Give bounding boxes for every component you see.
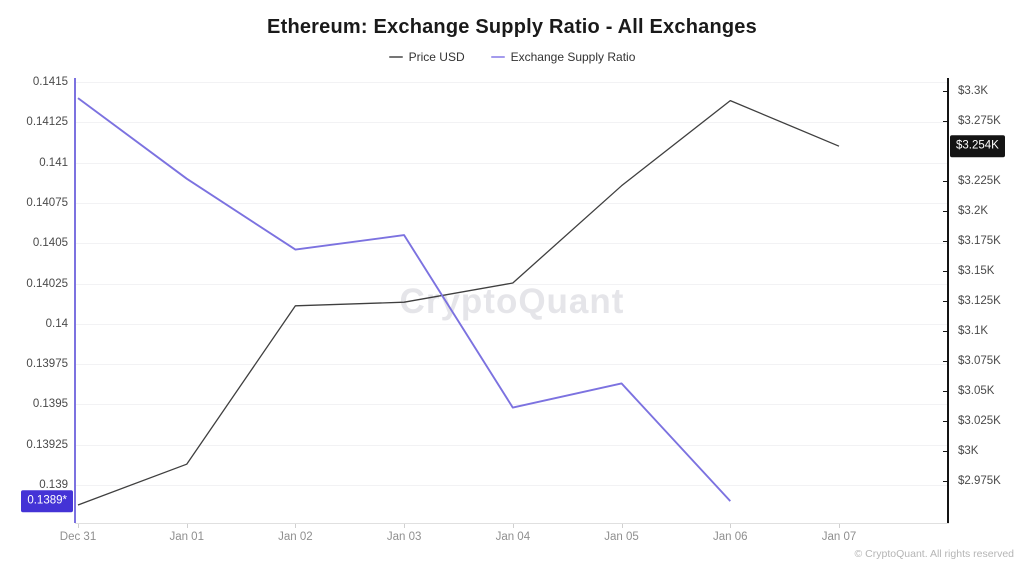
right-axis-tick <box>943 361 947 362</box>
x-axis-tick <box>295 523 297 528</box>
left-axis-tick-label: 0.1415 <box>32 76 68 88</box>
price-latest-value-badge: $3.254K <box>950 135 1005 157</box>
right-axis-tick <box>943 271 947 272</box>
right-axis-tick <box>943 121 947 122</box>
x-axis-tick-label: Jan 05 <box>604 531 639 543</box>
x-axis-line <box>75 523 949 524</box>
legend-item-ratio[interactable]: Exchange Supply Ratio <box>490 50 636 64</box>
x-axis-tick-label: Jan 06 <box>712 531 748 543</box>
gridline <box>76 243 947 245</box>
x-axis-tick <box>78 523 79 528</box>
left-axis-tick-label: 0.141 <box>39 156 68 169</box>
left-axis-tick-label: 0.139 <box>39 479 68 491</box>
left-axis-tick-label: 0.14125 <box>26 116 68 129</box>
left-axis-tick-label: 0.14025 <box>26 277 68 290</box>
x-axis-tick <box>512 523 514 528</box>
right-axis-tick <box>943 301 947 302</box>
gridline <box>76 364 947 366</box>
x-axis-tick-label: Dec 31 <box>59 531 97 543</box>
right-axis-tick <box>943 391 947 392</box>
ratio-latest-value-badge: 0.1389* <box>21 490 73 512</box>
right-axis-tick-label: $3.1K <box>958 325 989 337</box>
right-axis-tick-label: $3.075K <box>958 355 1001 367</box>
right-axis-tick-label: $3.15K <box>958 265 995 277</box>
right-axis-tick-label: $3.05K <box>958 385 995 397</box>
gridline <box>76 122 947 124</box>
right-axis-tick <box>943 181 947 182</box>
right-axis-tick <box>943 211 947 212</box>
right-axis-tick <box>943 241 947 242</box>
x-axis-tick-label: Jan 01 <box>169 531 204 543</box>
right-axis-tick <box>943 481 947 482</box>
right-axis-tick-label: $3.225K <box>958 175 1001 187</box>
left-axis-line <box>74 78 76 523</box>
legend-label-ratio: Exchange Supply Ratio <box>510 50 636 64</box>
x-axis-tick <box>730 523 732 528</box>
price-line[interactable] <box>77 99 840 506</box>
right-axis-tick <box>943 91 947 92</box>
gridline <box>76 283 947 285</box>
right-axis-line <box>947 78 949 523</box>
copyright-text: © CryptoQuant. All rights reserved <box>854 548 1014 560</box>
left-axis-tick-label: 0.13925 <box>26 438 68 451</box>
x-axis-tick-label: Jan 03 <box>386 531 422 543</box>
gridline <box>76 202 947 204</box>
legend-item-price[interactable]: Price USD <box>388 50 465 64</box>
ratio-line[interactable] <box>77 97 731 502</box>
right-axis-tick-label: $3.275K <box>958 115 1001 127</box>
x-axis-tick <box>186 523 188 528</box>
right-axis-tick-label: $2.975K <box>958 475 1001 487</box>
left-axis-tick-label: 0.14 <box>45 317 68 330</box>
right-axis-tick-label: $3K <box>958 445 979 457</box>
gridline <box>76 162 947 164</box>
gridline <box>76 82 947 83</box>
ratio-line-swatch-icon <box>490 56 505 58</box>
gridline <box>76 444 947 446</box>
x-axis-tick <box>404 523 406 528</box>
left-axis-tick-label: 0.13975 <box>26 358 68 371</box>
right-axis-tick-label: $3.025K <box>958 415 1001 427</box>
left-axis-tick-label: 0.1395 <box>32 398 68 411</box>
price-line-swatch-icon <box>388 56 403 58</box>
gridline <box>76 485 947 486</box>
x-axis-tick-label: Jan 07 <box>821 531 857 543</box>
x-axis-tick <box>838 523 840 528</box>
legend-label-price: Price USD <box>408 50 465 64</box>
right-axis-tick <box>943 421 947 422</box>
right-axis-tick-label: $3.2K <box>958 205 989 217</box>
left-axis-tick-label: 0.14075 <box>26 196 68 209</box>
right-axis-tick-label: $3.175K <box>958 235 1001 247</box>
x-axis-tick-label: Jan 04 <box>495 531 531 543</box>
right-axis-tick <box>943 331 947 332</box>
right-axis-tick <box>943 451 947 452</box>
right-axis-tick-label: $3.3K <box>958 85 989 97</box>
legend: Price USD Exchange Supply Ratio <box>0 50 1024 64</box>
right-axis-tick-label: $3.125K <box>958 295 1001 307</box>
gridline <box>76 323 947 325</box>
left-axis-tick-label: 0.1405 <box>32 237 68 250</box>
x-axis-tick-label: Jan 02 <box>278 531 313 543</box>
x-axis-tick <box>621 523 623 528</box>
chart-title: Ethereum: Exchange Supply Ratio - All Ex… <box>267 16 757 38</box>
